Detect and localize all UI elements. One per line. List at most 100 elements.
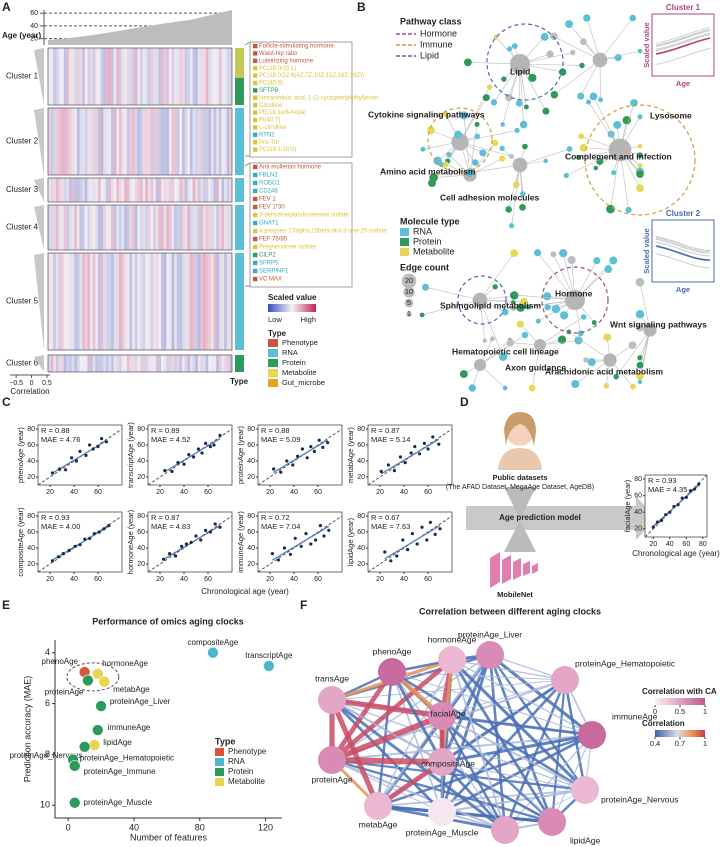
network-node [589, 92, 598, 101]
network-node [637, 152, 643, 159]
heatmap-cell [84, 108, 88, 175]
heatmap-cell [76, 253, 80, 350]
y-tick-label: 40 [247, 545, 255, 552]
network-node [563, 172, 569, 179]
heatmap-cell [58, 48, 62, 105]
molecule-name: Protein [413, 236, 442, 246]
data-point [659, 518, 664, 523]
correlation-edge [451, 659, 593, 736]
correlation-bar [34, 48, 44, 105]
network-edge [539, 316, 584, 346]
heatmap-cell [55, 355, 59, 372]
network-node [636, 184, 644, 193]
heatmap-cell [169, 108, 172, 175]
feature-swatch [253, 268, 258, 274]
network-node [535, 318, 541, 324]
correlation-edge [331, 759, 443, 813]
network-hub [534, 339, 546, 351]
heatmap-cell [61, 253, 64, 350]
correlation-edge [563, 679, 587, 791]
network-node [419, 312, 425, 318]
heatmap-cell [163, 205, 167, 250]
y-tick-label: 40 [137, 458, 145, 465]
heatmap-cell [174, 253, 177, 350]
dataset-illustration [466, 412, 656, 552]
heatmap-cell [182, 178, 185, 202]
inset-ylabel: Scaled value [642, 228, 651, 273]
heatmap-cell [221, 48, 224, 105]
heatmap-cell [226, 178, 230, 202]
legend-title: Type [215, 736, 235, 746]
heatmap-cell [158, 253, 161, 350]
network-node [543, 292, 552, 301]
heatmap-cell [210, 253, 214, 350]
network-node [560, 311, 569, 320]
heatmap-cell [63, 108, 67, 175]
network-node [511, 43, 518, 50]
y-tick-label: 8 [45, 749, 50, 759]
heatmap-cell [145, 108, 148, 175]
correlation-edge [441, 761, 506, 831]
network-node [583, 357, 589, 363]
pathway-label: Axon guidance [505, 362, 566, 372]
heatmap-cell [137, 355, 140, 372]
heatmap-cell [171, 205, 175, 250]
heatmap-cell [79, 253, 83, 350]
heatmap-cell [210, 108, 214, 175]
heatmap-cell [50, 205, 54, 250]
x-tick-label: 40 [400, 489, 408, 496]
inset: Cluster 1 Scaled value Age [642, 3, 715, 88]
feature-label: Follicle-stimulating hormone [259, 44, 334, 50]
x-tick-label: 40 [129, 822, 139, 832]
network-node [482, 338, 488, 343]
heatmap-cell [71, 253, 75, 350]
x-tick-label: 60 [94, 576, 102, 583]
heatmap-cell [216, 48, 219, 105]
x-tick-label: 40 [70, 489, 78, 496]
correlation-edge [331, 758, 586, 792]
feature-label: SFRP5 [259, 261, 279, 267]
pathway-label: Lysosome [650, 110, 692, 120]
heatmap-cell [137, 108, 140, 175]
data-point [272, 467, 276, 471]
heatmap-cell [126, 108, 130, 175]
heatmap-cell [50, 178, 54, 202]
x-axis-label: Chronological age (year) [632, 549, 720, 558]
stat-annotation: R = 0.89 [151, 426, 180, 435]
heatmap-cell [116, 108, 119, 175]
data-point [174, 554, 178, 558]
pathway-label: Sphingolipid metabolism [440, 300, 542, 310]
point-label: metabAge [113, 685, 150, 694]
network-edge [479, 339, 511, 366]
heatmap-cell [189, 253, 193, 350]
network-edge [502, 63, 521, 125]
heatmap-cell [124, 48, 127, 105]
dataset-title: Public datasets [492, 473, 547, 482]
network-node [429, 173, 438, 182]
heatmap-cell [192, 253, 196, 350]
color-tick-label: 0.7 [675, 739, 685, 748]
network-node [546, 50, 554, 58]
heatmap-cell [108, 48, 112, 105]
heatmap-cell [63, 355, 67, 372]
network-hub [608, 138, 632, 162]
y-tick-label: 40 [634, 509, 642, 516]
color-tick-label: 1 [703, 707, 707, 716]
network-node [637, 143, 643, 149]
heatmap-cell [189, 355, 193, 372]
heatmap-cell [48, 253, 51, 350]
heatmap-cell [66, 178, 70, 202]
heatmap-cell [129, 178, 133, 202]
clock-node [318, 746, 346, 774]
data-point [83, 537, 87, 541]
heatmap-cell [150, 355, 154, 372]
network-node [499, 145, 505, 152]
heatmap-cell [158, 178, 162, 202]
inset: Cluster 2 Scaled value Age [642, 209, 715, 294]
clock-label: proteinAge [311, 774, 352, 784]
heatmap-cell [216, 355, 219, 372]
data-point [418, 452, 422, 456]
point-label: proteinAge_Immune [84, 767, 157, 776]
heatmap-cell [58, 253, 62, 350]
stat-annotation: MAE = 7.63 [371, 522, 410, 531]
